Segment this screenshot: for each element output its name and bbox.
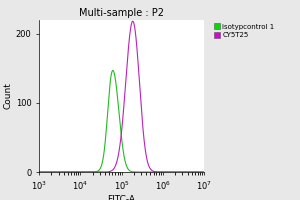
X-axis label: FITC-A: FITC-A bbox=[107, 195, 136, 200]
Legend: isotypcontrol 1, CY5T25: isotypcontrol 1, CY5T25 bbox=[214, 23, 275, 38]
Title: Multi-sample : P2: Multi-sample : P2 bbox=[79, 8, 164, 18]
Y-axis label: Count: Count bbox=[4, 83, 13, 109]
